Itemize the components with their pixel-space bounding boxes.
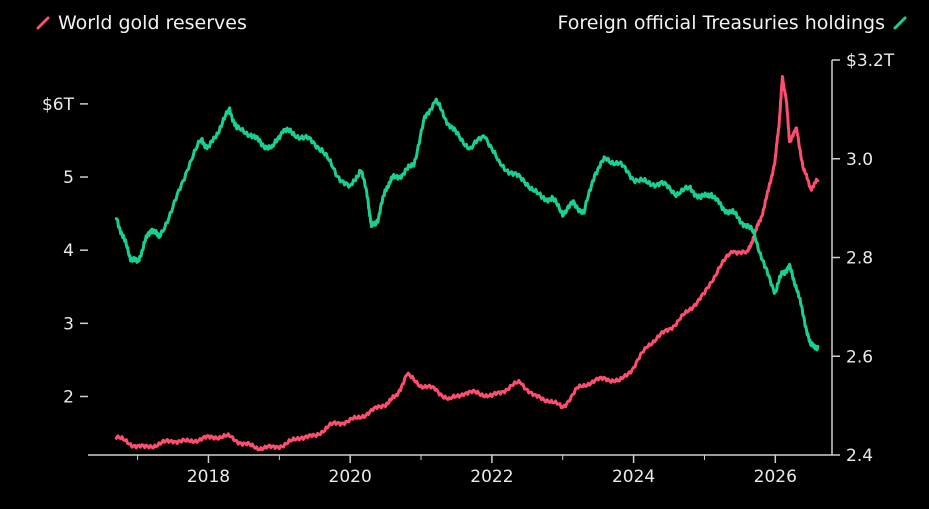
x-tick-label: 2020 <box>329 467 372 487</box>
legend-treasuries: Foreign official Treasuries holdings <box>557 12 915 34</box>
right-tick-label: 2.4 <box>846 446 873 466</box>
x-tick-label: 2024 <box>612 467 655 487</box>
left-tick-label: 5 <box>63 168 74 188</box>
treasuries-legend-swatch <box>893 16 907 30</box>
gold-legend-label: World gold reserves <box>58 12 247 34</box>
right-tick-label: 3.0 <box>846 150 873 170</box>
legend-gold: World gold reserves <box>28 12 247 34</box>
gold-legend-swatch <box>36 16 50 30</box>
gold-reserves-line <box>114 75 820 452</box>
x-tick-label: 2022 <box>470 467 513 487</box>
right-tick-label: $3.2T <box>846 51 895 71</box>
right-tick-label: 2.8 <box>846 249 873 269</box>
left-tick-label: 3 <box>63 314 74 334</box>
treasuries-legend-label: Foreign official Treasuries holdings <box>557 12 885 34</box>
left-tick-label: 4 <box>63 241 74 261</box>
right-tick-label: 2.6 <box>846 347 873 367</box>
treasuries-holdings-line <box>114 97 820 352</box>
left-tick-label: 2 <box>63 387 74 407</box>
x-tick-label: 2018 <box>187 467 230 487</box>
left-tick-label: $6T <box>42 95 75 115</box>
x-tick-label: 2026 <box>754 467 797 487</box>
